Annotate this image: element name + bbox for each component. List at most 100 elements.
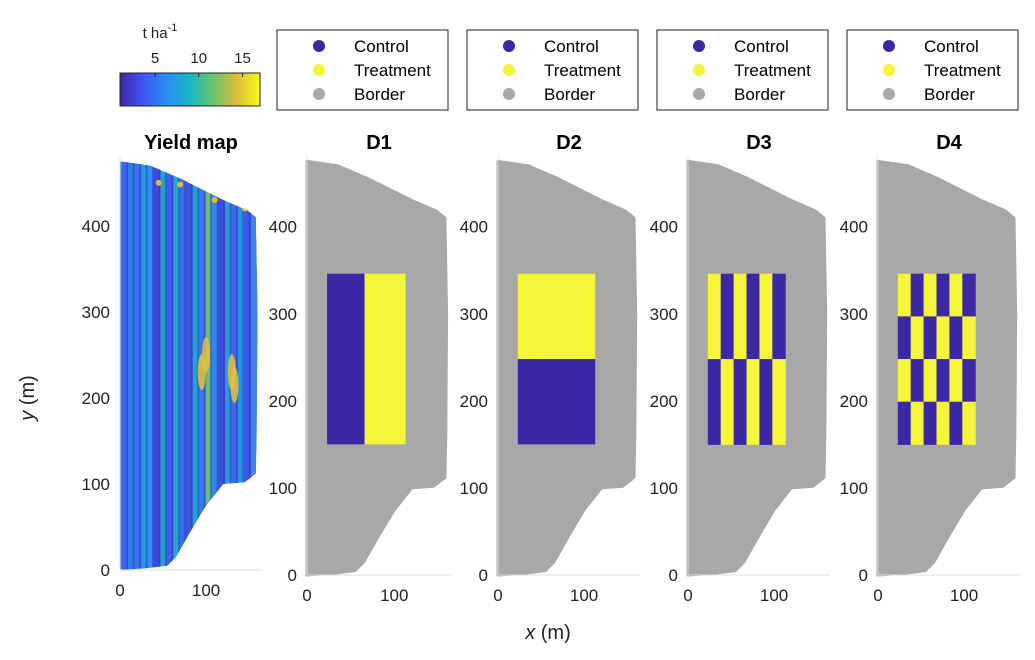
panel-d3: D3 0 100 200 300 400 0 100 bbox=[650, 132, 830, 605]
yield-strip bbox=[121, 161, 129, 571]
legend-label-treatment: Treatment bbox=[354, 61, 431, 80]
y-axis-label: y (m) bbox=[17, 375, 39, 423]
yield-track bbox=[165, 161, 167, 571]
y-tick-label: 300 bbox=[840, 305, 868, 324]
plot-control bbox=[962, 359, 976, 403]
yield-track bbox=[152, 161, 154, 571]
yield-strip bbox=[218, 161, 225, 571]
y-tick-label: 300 bbox=[82, 303, 110, 322]
plot-control bbox=[910, 273, 925, 317]
plot-treatment bbox=[707, 273, 722, 360]
plot-treatment bbox=[962, 316, 976, 360]
legend-marker-control bbox=[503, 40, 515, 52]
y-tick-label: 0 bbox=[479, 566, 488, 585]
plot-treatment bbox=[517, 273, 596, 360]
x-tick-label: 0 bbox=[115, 581, 124, 600]
x-tick-label: 100 bbox=[570, 586, 598, 605]
yield-track bbox=[139, 161, 142, 571]
y-tick-label: 400 bbox=[82, 217, 110, 236]
plot-control bbox=[910, 359, 925, 403]
yield-track bbox=[158, 161, 161, 571]
yield-track bbox=[126, 161, 129, 571]
yield-track bbox=[132, 161, 135, 571]
y-tick-label: 0 bbox=[859, 566, 868, 585]
yield-hotspot bbox=[177, 181, 184, 188]
y-tick-label: 400 bbox=[840, 218, 868, 237]
panel-d4: D4 0 100 200 300 400 0 100 bbox=[840, 132, 1020, 605]
legend-marker-border bbox=[883, 88, 895, 100]
plot-control bbox=[949, 316, 963, 360]
y-tick-label: 400 bbox=[650, 218, 678, 237]
plot-control bbox=[936, 273, 950, 317]
legend-marker-border bbox=[503, 88, 515, 100]
plot-control bbox=[517, 359, 596, 445]
plot-control bbox=[759, 359, 773, 445]
panel-yield-map: Yield map 0 100 200 300 400 0 100 bbox=[82, 132, 262, 600]
yield-strip bbox=[153, 161, 161, 571]
x-tick-label: 100 bbox=[192, 581, 220, 600]
plot-treatment bbox=[746, 359, 760, 445]
y-tick-label: 200 bbox=[840, 392, 868, 411]
plot-treatment bbox=[949, 273, 963, 317]
legend-label-treatment: Treatment bbox=[734, 61, 811, 80]
yield-track bbox=[171, 161, 174, 571]
yield-hotspot bbox=[202, 336, 211, 373]
plot-treatment bbox=[910, 316, 925, 360]
panel-title: D4 bbox=[936, 132, 962, 154]
plot-control bbox=[746, 273, 760, 360]
plot-treatment bbox=[733, 273, 748, 360]
plot-treatment bbox=[910, 401, 925, 445]
yield-track bbox=[216, 161, 219, 571]
panel-title: D3 bbox=[746, 132, 772, 154]
yield-hotspot bbox=[241, 205, 248, 212]
y-tick-label: 100 bbox=[840, 479, 868, 498]
x-tick-label: 0 bbox=[302, 586, 311, 605]
legend-box: Control Treatment Border bbox=[276, 29, 449, 111]
legend-marker-border bbox=[693, 88, 705, 100]
y-tick-label: 400 bbox=[460, 218, 488, 237]
plot-treatment bbox=[936, 316, 950, 360]
yield-strip bbox=[179, 161, 187, 571]
yield-track bbox=[248, 161, 251, 571]
y-tick-label: 0 bbox=[101, 561, 110, 580]
y-tick-label: 200 bbox=[82, 389, 110, 408]
yield-strip bbox=[141, 161, 148, 571]
y-tick-label: 200 bbox=[650, 392, 678, 411]
plot-treatment bbox=[897, 273, 912, 317]
legend-label-border: Border bbox=[734, 85, 785, 104]
legend-label-border: Border bbox=[924, 85, 975, 104]
yield-hotspot bbox=[230, 367, 239, 404]
legend-marker-control bbox=[693, 40, 705, 52]
y-tick-label: 300 bbox=[650, 305, 678, 324]
y-tick-label: 400 bbox=[269, 218, 297, 237]
x-tick-label: 100 bbox=[760, 586, 788, 605]
panel-d1: D1 0 100 200 300 400 0 100 bbox=[269, 132, 451, 605]
plot-treatment bbox=[897, 359, 912, 403]
legend-label-control: Control bbox=[544, 37, 599, 56]
plot-control bbox=[936, 359, 950, 403]
x-tick-label: 100 bbox=[950, 586, 978, 605]
legend-marker-treatment bbox=[693, 64, 705, 76]
x-tick-label: 0 bbox=[873, 586, 882, 605]
panel-title: D1 bbox=[366, 132, 392, 154]
plot-treatment bbox=[720, 359, 735, 445]
legend-label-control: Control bbox=[734, 37, 789, 56]
legend-marker-control bbox=[883, 40, 895, 52]
legend-label-border: Border bbox=[354, 85, 405, 104]
plot-control bbox=[923, 401, 938, 445]
yield-strip bbox=[237, 161, 245, 571]
plot-control bbox=[733, 359, 748, 445]
legend-marker-treatment bbox=[313, 64, 325, 76]
legend-label-control: Control bbox=[924, 37, 979, 56]
y-tick-label: 0 bbox=[288, 566, 297, 585]
yield-track bbox=[210, 161, 213, 571]
legend-frame bbox=[466, 29, 639, 111]
y-tick-label: 300 bbox=[460, 305, 488, 324]
yield-strip bbox=[160, 161, 167, 571]
legend-marker-treatment bbox=[503, 64, 515, 76]
x-tick-label: 0 bbox=[493, 586, 502, 605]
y-tick-label: 200 bbox=[460, 392, 488, 411]
plot-control bbox=[949, 401, 963, 445]
x-axis-label: x (m) bbox=[524, 622, 571, 644]
plot-treatment bbox=[936, 401, 950, 445]
